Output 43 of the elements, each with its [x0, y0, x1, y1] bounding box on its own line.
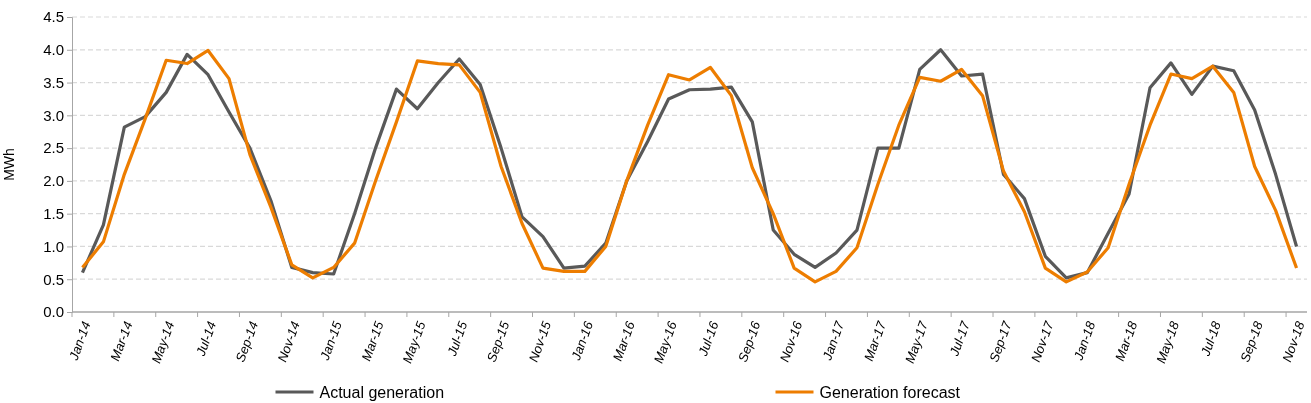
x-tick-label: Mar-18: [1112, 318, 1141, 364]
x-tick-label: May-14: [148, 319, 178, 366]
x-tick-label: May-15: [399, 318, 429, 366]
x-tick-label: Jan-14: [65, 319, 94, 363]
x-tick-label: Nov-14: [274, 319, 303, 364]
x-tick-label: Mar-17: [860, 318, 890, 364]
y-tick-label: 4.5: [43, 8, 64, 26]
x-tick-label: Sep-15: [483, 318, 513, 364]
y-tick-label: 3.5: [43, 73, 64, 91]
legend-label: Actual generation: [319, 383, 445, 401]
x-tick-label: Jul-17: [946, 318, 973, 359]
y-tick-label: 2.0: [43, 172, 64, 190]
y-tick-label: 4.0: [43, 41, 64, 59]
x-tick-label: May-16: [650, 318, 680, 366]
x-tick-label: Nov-16: [776, 318, 806, 364]
x-tick-label: Jul-16: [694, 318, 722, 359]
x-tick-label: Jul-14: [192, 319, 220, 359]
x-tick-label: Sep-18: [1237, 318, 1267, 364]
x-tick-label: Sep-16: [734, 318, 764, 364]
x-tick-label: Nov-17: [1028, 318, 1057, 364]
x-tick-label: Jan-17: [819, 318, 848, 363]
x-tick-label: May-18: [1153, 318, 1183, 366]
y-tick-label: 1.0: [43, 237, 64, 255]
x-tick-label: Sep-14: [232, 319, 262, 364]
x-tick-label: Mar-14: [107, 319, 136, 364]
x-tick-label: Jul-15: [443, 318, 471, 359]
y-tick-label: 3.0: [43, 106, 64, 124]
x-tick-label: Jan-16: [567, 318, 597, 363]
x-tick-label: Sep-17: [986, 318, 1015, 364]
y-tick-label: 0.0: [43, 303, 64, 321]
legend-label: Generation forecast: [819, 383, 961, 401]
x-tick-label: Jan-15: [316, 318, 346, 363]
y-axis-title: MWh: [1, 148, 17, 181]
x-tick-label: Mar-16: [609, 318, 639, 364]
y-tick-label: 0.5: [43, 270, 64, 288]
x-tick-label: May-17: [901, 318, 932, 366]
x-tick-label: Jan-18: [1070, 318, 1099, 363]
x-tick-label: Mar-15: [358, 318, 387, 364]
x-tick-label: Nov-15: [525, 318, 555, 364]
x-tick-label: Nov-18: [1279, 318, 1308, 364]
x-tick-label: Jul-18: [1197, 318, 1225, 359]
y-tick-label: 2.5: [43, 139, 64, 157]
y-tick-label: 1.5: [43, 204, 64, 222]
